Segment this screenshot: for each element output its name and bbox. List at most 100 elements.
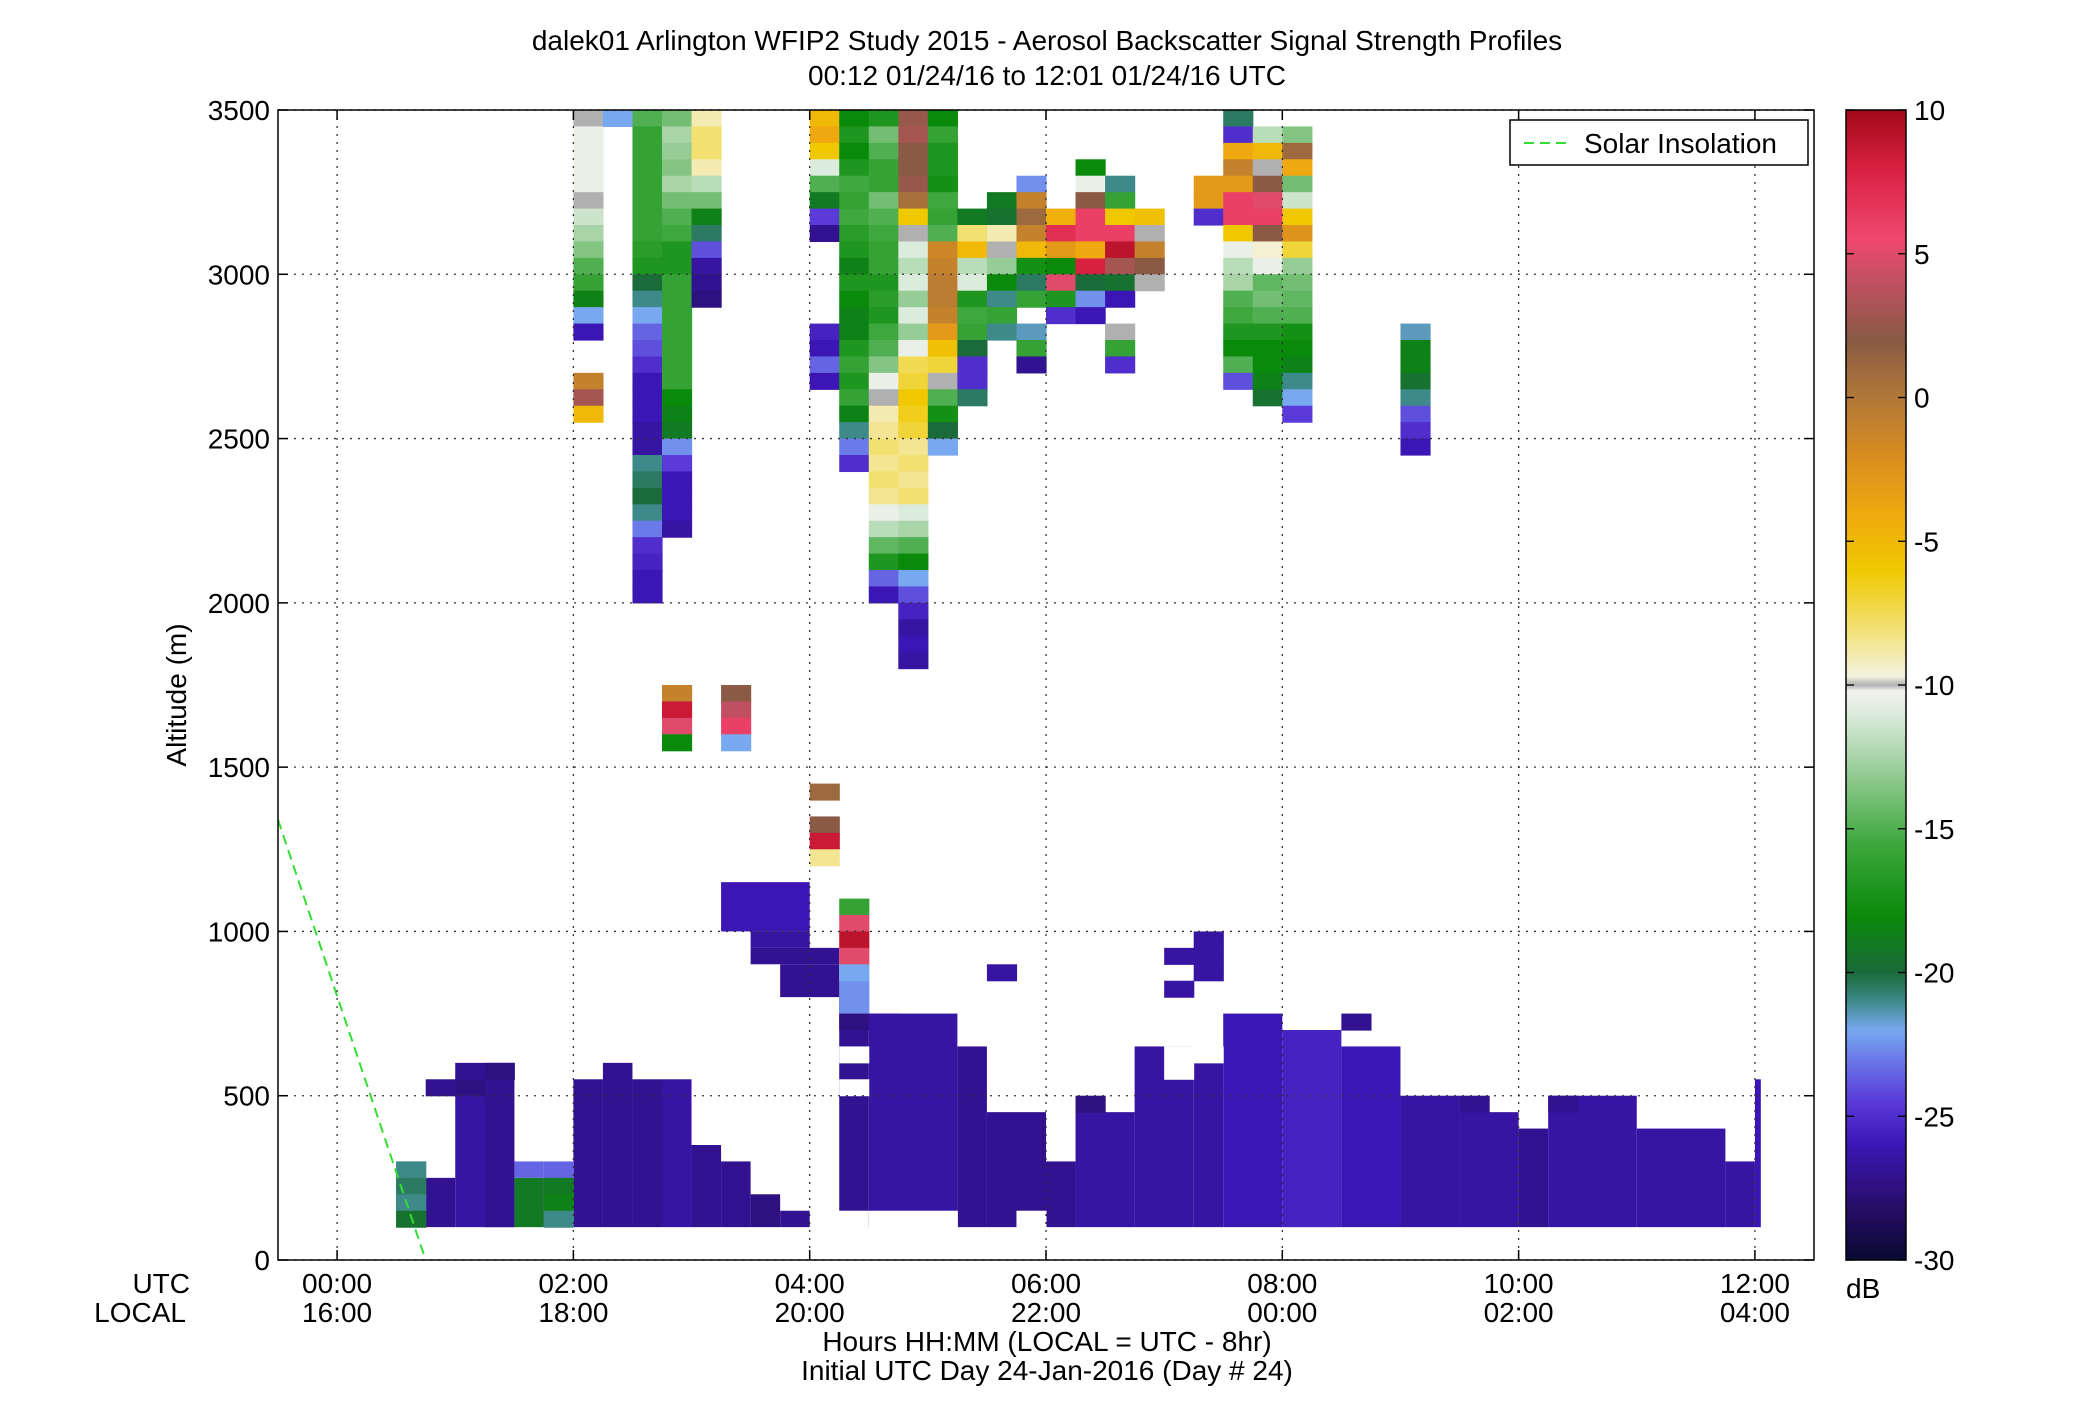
heatmap-cell xyxy=(868,225,899,243)
heatmap-cell xyxy=(396,1177,427,1195)
heatmap-gap xyxy=(1164,1046,1195,1080)
heatmap-cell xyxy=(1459,1095,1490,1113)
heatmap-cell xyxy=(1075,192,1106,210)
heatmap-cell xyxy=(868,175,899,193)
heatmap-cell xyxy=(632,192,663,210)
heatmap-cell xyxy=(1075,307,1106,325)
heatmap-cell xyxy=(927,356,958,374)
heatmap-cell xyxy=(573,372,604,390)
heatmap-cell xyxy=(1016,175,1047,193)
heatmap-cell xyxy=(898,192,929,210)
heatmap-cell xyxy=(868,438,899,456)
heatmap-cell xyxy=(662,307,693,325)
heatmap-cell xyxy=(662,241,693,259)
heatmap-cell xyxy=(1282,372,1313,390)
y-tick-label: 1500 xyxy=(208,752,270,783)
heatmap-cell xyxy=(839,307,870,325)
heatmap-cell xyxy=(1193,175,1224,193)
heatmap-cell xyxy=(1400,438,1431,456)
heatmap-cell xyxy=(839,290,870,308)
heatmap-cell xyxy=(632,159,663,177)
heatmap-cell xyxy=(868,356,899,374)
heatmap-cell xyxy=(927,323,958,341)
heatmap-cell xyxy=(662,126,693,144)
heatmap-block xyxy=(750,931,810,948)
heatmap-cell xyxy=(898,438,929,456)
heatmap-cell xyxy=(927,290,958,308)
heatmap-cell xyxy=(839,422,870,440)
row-label-local: LOCAL xyxy=(94,1297,186,1328)
y-tick-label: 500 xyxy=(223,1081,270,1112)
heatmap-cell xyxy=(396,1161,427,1179)
heatmap-cells xyxy=(396,110,1761,1228)
heatmap-cell xyxy=(573,307,604,325)
heatmap-cell xyxy=(573,405,604,423)
heatmap-cell xyxy=(573,126,604,144)
heatmap-block xyxy=(868,1013,958,1228)
heatmap-cell xyxy=(957,323,988,341)
heatmap-cell xyxy=(839,241,870,259)
heatmap-cell xyxy=(1252,307,1283,325)
heatmap-cell xyxy=(898,241,929,259)
heatmap-cell xyxy=(1223,356,1254,374)
heatmap-block xyxy=(1282,1030,1342,1228)
heatmap-cell xyxy=(957,307,988,325)
heatmap-cell xyxy=(898,340,929,358)
heatmap-cell xyxy=(1252,241,1283,259)
heatmap-cell xyxy=(1400,323,1431,341)
heatmap-cell xyxy=(1282,356,1313,374)
heatmap-cell xyxy=(898,455,929,473)
heatmap-cell xyxy=(1282,405,1313,423)
heatmap-cell xyxy=(662,405,693,423)
heatmap-cell xyxy=(1016,340,1047,358)
heatmap-cell xyxy=(898,110,929,128)
heatmap-cell xyxy=(898,323,929,341)
heatmap-cell xyxy=(1105,356,1136,374)
heatmap-gap xyxy=(839,1079,870,1097)
heatmap-cell xyxy=(957,290,988,308)
heatmap-cell xyxy=(1223,208,1254,226)
heatmap-block xyxy=(750,947,840,965)
heatmap-cell xyxy=(868,257,899,275)
heatmap-cell xyxy=(809,225,840,243)
heatmap-cell xyxy=(898,356,929,374)
x-tick-label-local: 22:00 xyxy=(1011,1297,1081,1328)
heatmap-cell xyxy=(868,422,899,440)
heatmap-block xyxy=(1725,1161,1755,1228)
heatmap-cell xyxy=(1400,405,1431,423)
heatmap-cell xyxy=(632,290,663,308)
heatmap-cell xyxy=(1016,323,1047,341)
heatmap-cell xyxy=(898,586,929,604)
heatmap-cell xyxy=(573,175,604,193)
legend: Solar Insolation xyxy=(1509,119,1809,166)
colorbar-tick-label: -5 xyxy=(1914,526,1939,557)
heatmap-cell xyxy=(1075,274,1106,292)
heatmap-cell xyxy=(691,241,722,259)
heatmap-cell xyxy=(543,1177,574,1195)
heatmap-cell xyxy=(1223,340,1254,358)
heatmap-block xyxy=(1223,1013,1283,1228)
heatmap-cell xyxy=(1193,947,1224,965)
heatmap-cell xyxy=(573,389,604,407)
heatmap-cell xyxy=(662,225,693,243)
heatmap-cell xyxy=(1252,225,1283,243)
heatmap-cell xyxy=(691,274,722,292)
heatmap-cell xyxy=(662,208,693,226)
heatmap-cell xyxy=(809,192,840,210)
heatmap-cell xyxy=(927,225,958,243)
heatmap-cell xyxy=(691,175,722,193)
heatmap-cell xyxy=(868,126,899,144)
heatmap-cell xyxy=(839,274,870,292)
heatmap-cell xyxy=(898,602,929,620)
heatmap-cell xyxy=(809,323,840,341)
heatmap-cell xyxy=(691,142,722,160)
solar-insolation-line xyxy=(278,819,427,1260)
heatmap-block xyxy=(484,1062,515,1228)
heatmap-cell xyxy=(1075,225,1106,243)
heatmap-cell xyxy=(927,241,958,259)
heatmap-cell xyxy=(839,947,870,965)
heatmap-cell xyxy=(543,1161,574,1179)
heatmap-cell xyxy=(1400,389,1431,407)
heatmap-cell xyxy=(1282,389,1313,407)
heatmap-block xyxy=(1341,1046,1401,1228)
